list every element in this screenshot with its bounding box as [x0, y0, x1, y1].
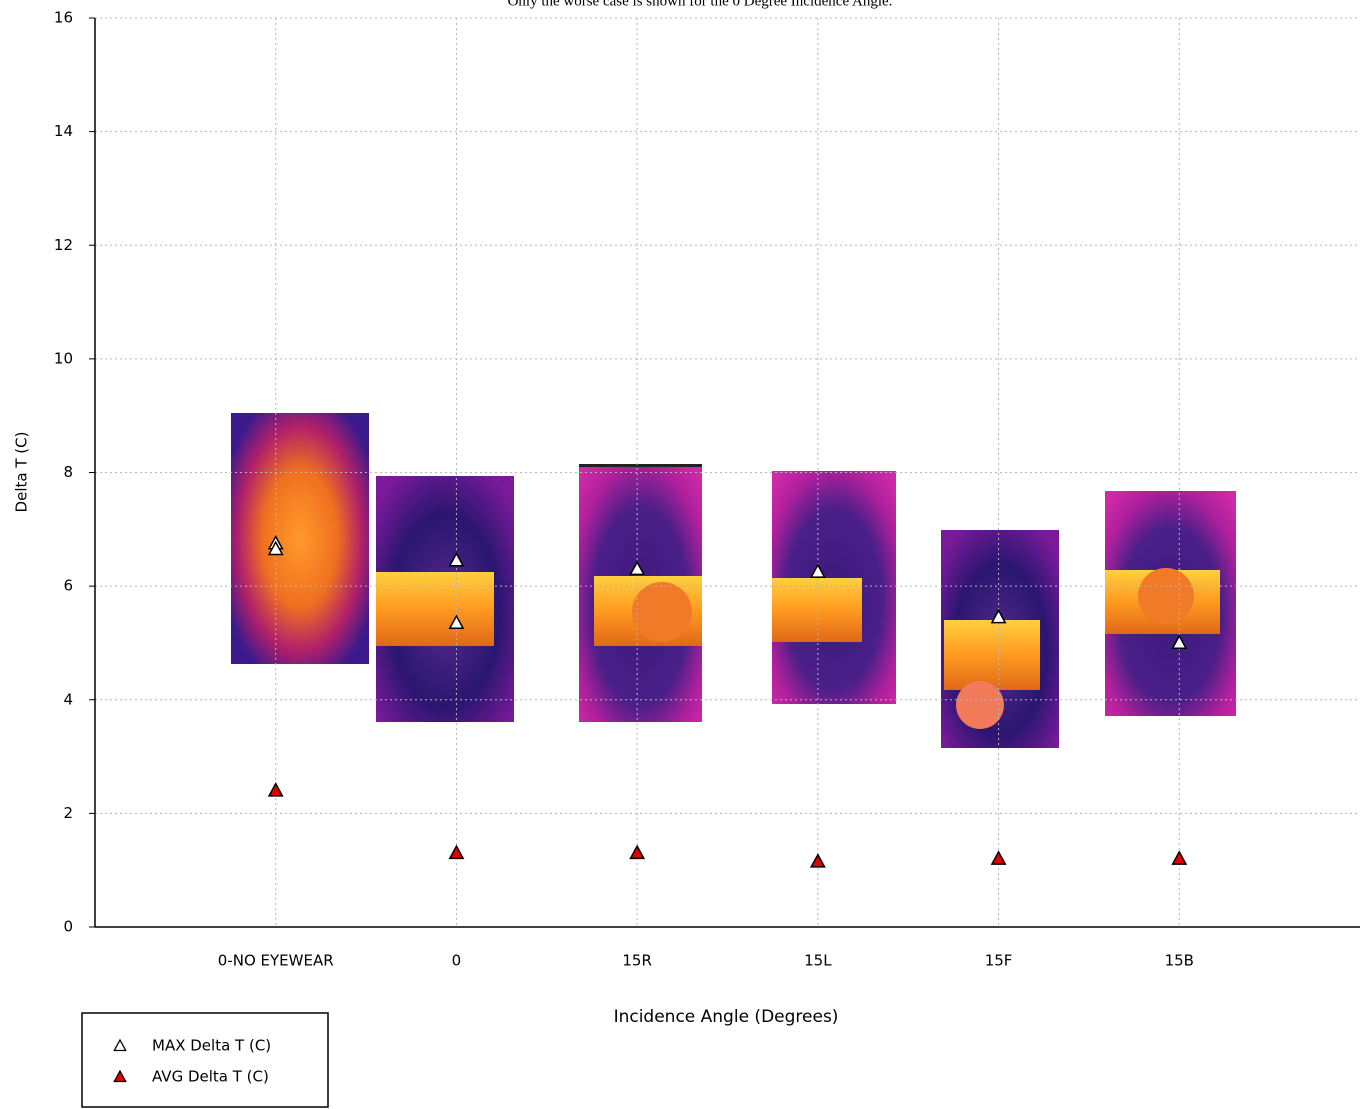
data-point	[629, 844, 646, 860]
data-point	[990, 850, 1007, 865]
x-tick-label: 15F	[985, 952, 1013, 970]
y-tick-label: 12	[54, 236, 73, 254]
data-point	[267, 540, 284, 556]
thermal-goggle	[772, 578, 862, 642]
data-point	[267, 782, 284, 797]
y-tick-label: 0	[63, 918, 73, 936]
x-tick-label: 15R	[622, 952, 652, 970]
legend-label: MAX Delta T (C)	[152, 1037, 271, 1055]
thermal-images	[231, 413, 1236, 748]
data-point	[629, 560, 646, 576]
data-point	[809, 853, 826, 868]
data-point	[448, 551, 465, 567]
legend	[81, 1012, 329, 1108]
y-tick-label: 2	[63, 804, 73, 822]
y-tick-label: 6	[63, 577, 73, 595]
data-point	[1171, 850, 1188, 865]
x-axis-label: Incidence Angle (Degrees)	[614, 1007, 839, 1027]
data-point	[448, 614, 465, 630]
legend-marker	[113, 1038, 127, 1052]
y-axis-label: Delta T (C)	[13, 432, 31, 513]
thermal-goggle	[376, 572, 494, 646]
thermal-goggle	[944, 620, 1040, 690]
data-point	[809, 563, 826, 578]
x-tick-label: 15B	[1165, 952, 1194, 970]
y-tick-label: 10	[54, 349, 73, 367]
legend-marker	[113, 1069, 127, 1083]
x-tick-label: 0-NO EYEWEAR	[218, 952, 334, 970]
y-tick-label: 8	[63, 463, 73, 481]
data-point	[448, 844, 465, 860]
thermal-lens	[632, 582, 692, 642]
thermal-lens	[1138, 568, 1194, 624]
y-tick-label: 14	[54, 122, 73, 140]
thermal-image	[231, 413, 369, 664]
x-tick-label: 0	[452, 952, 462, 970]
data-point	[1171, 634, 1188, 649]
thermal-lens	[956, 681, 1004, 729]
x-tick-label: 15L	[804, 952, 832, 970]
legend-label: AVG Delta T (C)	[152, 1068, 269, 1086]
image-edge	[579, 464, 702, 467]
data-point	[990, 608, 1007, 624]
chart-title: Only the worse case is shown for the 0 D…	[508, 0, 893, 9]
y-tick-label: 16	[54, 9, 73, 27]
y-tick-label: 4	[63, 690, 73, 708]
